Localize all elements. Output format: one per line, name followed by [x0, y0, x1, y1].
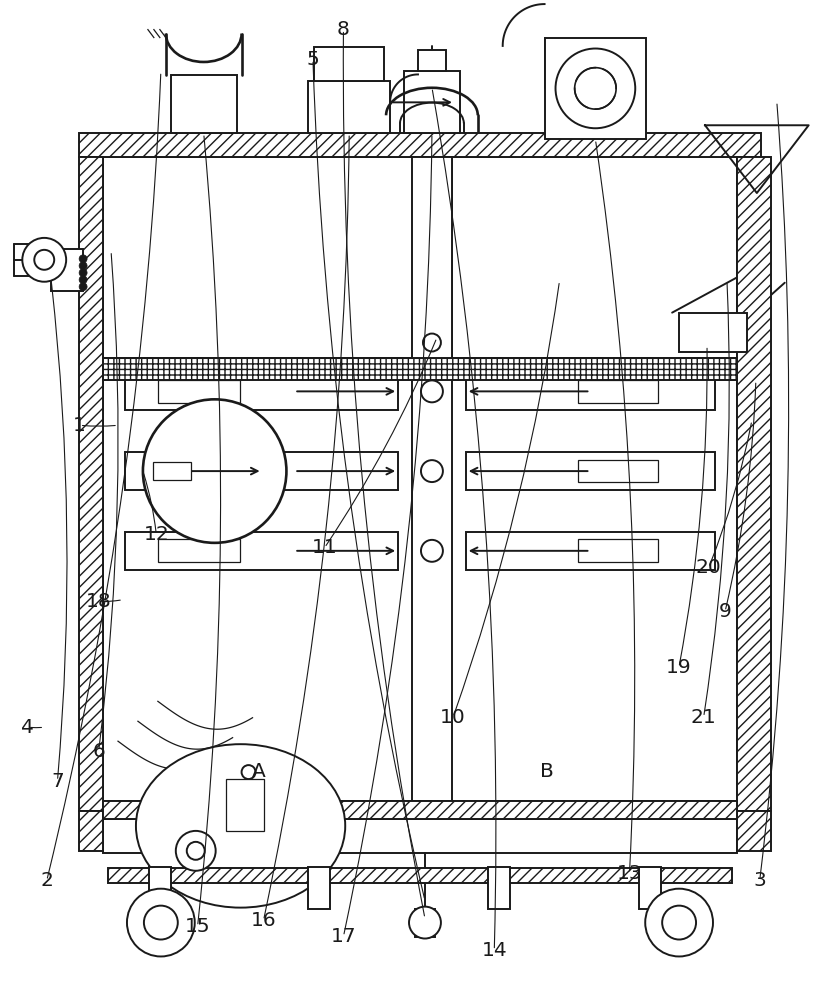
Text: 13: 13 — [617, 864, 643, 883]
Circle shape — [79, 262, 87, 270]
Bar — [108, 868, 732, 883]
Bar — [149, 867, 171, 909]
Bar — [51, 249, 83, 291]
Bar — [171, 75, 237, 133]
Circle shape — [421, 380, 443, 402]
Text: 3: 3 — [753, 871, 766, 890]
Bar — [158, 539, 240, 562]
Bar — [544, 38, 646, 139]
Text: B: B — [540, 762, 554, 781]
Circle shape — [79, 255, 87, 263]
Bar — [103, 380, 737, 801]
Text: 10: 10 — [440, 708, 466, 727]
Bar — [103, 358, 737, 380]
Bar — [404, 71, 460, 133]
Bar — [314, 47, 384, 81]
Bar — [466, 452, 715, 490]
Text: 6: 6 — [93, 742, 105, 761]
Text: 14: 14 — [481, 941, 507, 960]
Bar — [418, 50, 446, 71]
Text: 11: 11 — [312, 538, 337, 557]
Circle shape — [421, 540, 443, 562]
Bar — [639, 867, 661, 909]
Bar — [578, 380, 657, 403]
Text: 15: 15 — [184, 917, 210, 936]
Circle shape — [144, 906, 178, 940]
Circle shape — [241, 765, 256, 779]
Text: 2: 2 — [41, 871, 53, 890]
Bar — [488, 867, 509, 909]
Bar — [737, 157, 771, 811]
Circle shape — [423, 334, 441, 352]
Bar — [158, 460, 240, 482]
Ellipse shape — [136, 744, 345, 908]
Bar — [158, 380, 240, 403]
Bar — [103, 819, 737, 853]
Text: 1: 1 — [74, 416, 86, 435]
Bar — [125, 532, 398, 570]
Bar — [103, 157, 737, 358]
Bar — [79, 133, 761, 157]
Bar — [412, 157, 452, 801]
Circle shape — [34, 250, 55, 270]
Bar — [578, 460, 657, 482]
Text: 9: 9 — [719, 602, 731, 621]
Circle shape — [22, 238, 66, 282]
Bar — [415, 909, 435, 937]
Circle shape — [143, 399, 286, 543]
Text: 4: 4 — [22, 718, 34, 737]
Bar — [125, 372, 398, 410]
Circle shape — [187, 842, 205, 860]
Text: 8: 8 — [337, 20, 350, 39]
Text: 18: 18 — [86, 592, 112, 611]
Circle shape — [176, 831, 216, 871]
Bar — [578, 539, 657, 562]
Circle shape — [645, 889, 713, 956]
Circle shape — [127, 889, 194, 956]
Text: 16: 16 — [251, 911, 276, 930]
Bar — [466, 372, 715, 410]
Circle shape — [79, 269, 87, 277]
Circle shape — [79, 283, 87, 291]
Bar — [308, 81, 390, 133]
Circle shape — [421, 460, 443, 482]
Bar — [466, 532, 715, 570]
Bar — [103, 801, 737, 819]
Circle shape — [79, 276, 87, 284]
Bar — [308, 867, 330, 909]
Bar — [679, 313, 747, 352]
Circle shape — [409, 907, 441, 939]
Text: 19: 19 — [666, 658, 691, 677]
Text: 7: 7 — [51, 772, 64, 791]
Circle shape — [662, 906, 696, 940]
Bar — [125, 452, 398, 490]
Bar — [452, 157, 737, 358]
Text: A: A — [251, 762, 265, 781]
Bar — [226, 779, 264, 831]
Bar — [79, 811, 103, 851]
Bar — [153, 462, 191, 480]
Text: 20: 20 — [696, 558, 721, 577]
Bar — [79, 157, 103, 811]
Text: 21: 21 — [691, 708, 716, 727]
Bar — [737, 811, 771, 851]
Text: 17: 17 — [331, 927, 356, 946]
Text: 5: 5 — [307, 50, 319, 69]
Text: 12: 12 — [143, 525, 170, 544]
